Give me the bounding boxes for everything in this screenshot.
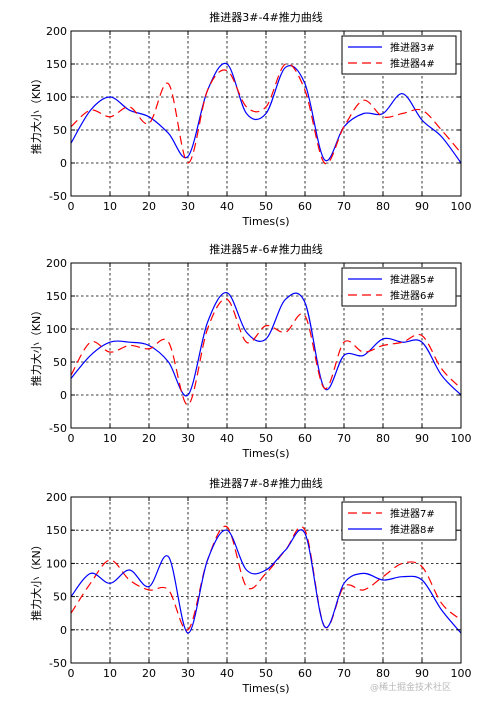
chart-title: 推进器7#-8#推力曲线 <box>209 476 322 490</box>
series-line-1 <box>71 525 461 631</box>
y-axis-label: 推力大小（KN） <box>29 539 43 620</box>
series-line-2 <box>71 298 461 406</box>
chart-title: 推进器5#-6#推力曲线 <box>209 242 322 256</box>
x-tick-label: 0 <box>68 432 75 445</box>
x-tick-label: 50 <box>259 432 273 445</box>
y-tick-label: 50 <box>53 591 67 604</box>
y-tick-label: 150 <box>46 524 67 537</box>
legend-label: 推进器3# <box>390 41 435 54</box>
x-tick-label: 70 <box>337 200 351 213</box>
x-tick-label: 0 <box>68 667 75 680</box>
x-axis-label: Times(s) <box>242 215 290 228</box>
x-axis-label: Times(s) <box>242 447 290 460</box>
chart-panel-3: 0 10 20 30 40 50 60 70 80 90 100200150100500-50推进器… <box>29 476 472 695</box>
y-axis-label: 推力大小（KN） <box>29 305 43 386</box>
y-tick-label: 0 <box>60 389 67 402</box>
x-tick-label: 80 <box>376 432 390 445</box>
x-tick-label: 40 <box>220 667 234 680</box>
x-tick-label: 60 <box>298 200 312 213</box>
y-tick-label: 0 <box>60 157 67 170</box>
x-tick-label: 30 <box>181 200 195 213</box>
legend-label: 推进器5# <box>390 273 435 286</box>
x-tick-label: 80 <box>376 667 390 680</box>
legend: 推进器3# 推进器4# <box>341 35 457 75</box>
x-tick-label: 40 <box>220 200 234 213</box>
legend-label: 推进器6# <box>390 289 435 302</box>
y-tick-label: 100 <box>46 323 67 336</box>
x-tick-label: 10 <box>103 432 117 445</box>
x-tick-label: 20 <box>142 432 156 445</box>
x-tick-label: 10 <box>103 200 117 213</box>
legend-box <box>341 35 457 75</box>
x-tick-label: 70 <box>337 667 351 680</box>
x-tick-label: 50 <box>259 200 273 213</box>
x-tick-label: 50 <box>259 667 273 680</box>
series-line-2 <box>71 529 461 634</box>
legend: 推进器5# 推进器6# <box>341 267 457 307</box>
y-tick-label: 150 <box>46 58 67 71</box>
x-tick-label: 10 <box>103 667 117 680</box>
y-tick-label: 50 <box>53 124 67 137</box>
legend-label: 推进器8# <box>390 523 435 536</box>
x-tick-label: 30 <box>181 432 195 445</box>
x-tick-label: 90 <box>415 200 429 213</box>
x-tick-label: 90 <box>415 432 429 445</box>
x-tick-label: 20 <box>142 200 156 213</box>
x-tick-label: 100 <box>451 667 472 680</box>
y-tick-label: -50 <box>49 657 67 670</box>
x-tick-label: 20 <box>142 667 156 680</box>
legend-box <box>341 267 457 307</box>
legend-label: 推进器4# <box>390 57 435 70</box>
x-tick-label: 70 <box>337 432 351 445</box>
series-line-2 <box>71 63 461 165</box>
y-tick-label: 200 <box>46 25 67 38</box>
y-tick-label: 0 <box>60 624 67 637</box>
legend-label: 推进器7# <box>390 507 435 520</box>
x-tick-label: 90 <box>415 667 429 680</box>
y-tick-label: -50 <box>49 422 67 435</box>
x-tick-label: 100 <box>451 200 472 213</box>
y-tick-label: 100 <box>46 557 67 570</box>
series-line-1 <box>71 292 461 397</box>
watermark: @稀土掘金技术社区 <box>370 683 452 693</box>
y-tick-label: -50 <box>49 190 67 203</box>
x-tick-label: 60 <box>298 667 312 680</box>
y-tick-label: 200 <box>46 491 67 504</box>
x-tick-label: 80 <box>376 200 390 213</box>
x-tick-label: 100 <box>451 432 472 445</box>
legend-box <box>341 501 457 541</box>
chart-title: 推进器3#-4#推力曲线 <box>209 10 322 24</box>
y-tick-label: 200 <box>46 257 67 270</box>
y-tick-label: 100 <box>46 91 67 104</box>
x-tick-label: 60 <box>298 432 312 445</box>
y-tick-label: 50 <box>53 356 67 369</box>
x-tick-label: 30 <box>181 667 195 680</box>
x-axis-label: Times(s) <box>242 682 290 695</box>
x-tick-label: 40 <box>220 432 234 445</box>
y-tick-label: 150 <box>46 290 67 303</box>
y-axis-label: 推力大小（KN） <box>29 73 43 154</box>
chart-panel-2: 0 10 20 30 40 50 60 70 80 90 100200150100500-50推进器… <box>29 242 472 460</box>
chart-panel-1: 0 10 20 30 40 50 60 70 80 90 100200150100500-50推进器… <box>29 10 472 228</box>
legend: 推进器7# 推进器8# <box>341 501 457 541</box>
x-tick-label: 0 <box>68 200 75 213</box>
